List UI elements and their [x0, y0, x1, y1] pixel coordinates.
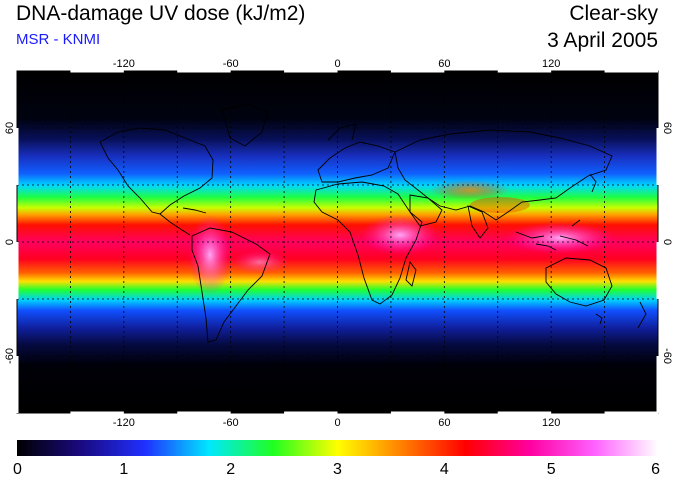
lon-tick-top: -60 — [223, 58, 239, 70]
lon-tick-bottom: 60 — [438, 417, 450, 429]
colorbar-ticks: 0 1 2 3 4 5 6 — [13, 461, 660, 478]
colorbar-tick-label: 0 — [13, 461, 22, 478]
source-label: MSR - KNMI — [16, 31, 101, 48]
lat-tick-left: 60 — [4, 122, 16, 134]
lon-tick-bottom: 0 — [334, 417, 340, 429]
lon-tick-bottom: -120 — [113, 417, 135, 429]
lat-labels-left: 60 0 -60 — [4, 122, 16, 364]
lon-tick-bottom: 120 — [542, 417, 560, 429]
lat-labels-right: 60 0 -60 — [661, 122, 673, 364]
lat-tick-left: -60 — [4, 348, 16, 364]
lon-tick-top: 120 — [542, 58, 560, 70]
coastlines — [17, 103, 658, 397]
lon-tick-top: 60 — [438, 58, 450, 70]
colorbar-tick-label: 4 — [440, 461, 449, 478]
lon-tick-top: 0 — [334, 58, 340, 70]
map-title: DNA-damage UV dose (kJ/m2) — [16, 2, 306, 25]
sky-condition-label: Clear-sky — [569, 2, 658, 25]
lon-tick-bottom: -60 — [223, 417, 239, 429]
date-label: 3 April 2005 — [547, 29, 658, 52]
lat-tick-right: -60 — [661, 348, 673, 364]
lat-tick-right: 60 — [661, 122, 673, 134]
graticule — [17, 71, 658, 413]
colorbar-tick-label: 6 — [651, 461, 660, 478]
colorbar — [17, 440, 658, 456]
lon-tick-top: -120 — [113, 58, 135, 70]
lon-labels-bottom: -120 -60 0 60 120 — [113, 417, 561, 429]
lon-labels-top: -120 -60 0 60 120 — [113, 58, 561, 70]
colorbar-tick-label: 3 — [333, 461, 342, 478]
colorbar-tick-label: 2 — [226, 461, 235, 478]
lat-tick-right: 0 — [661, 239, 673, 245]
frame-ticks — [15, 69, 660, 415]
colorbar-tick-label: 1 — [119, 461, 128, 478]
map-field — [17, 71, 658, 413]
lat-tick-left: 0 — [4, 239, 16, 245]
colorbar-tick-label: 5 — [547, 461, 556, 478]
